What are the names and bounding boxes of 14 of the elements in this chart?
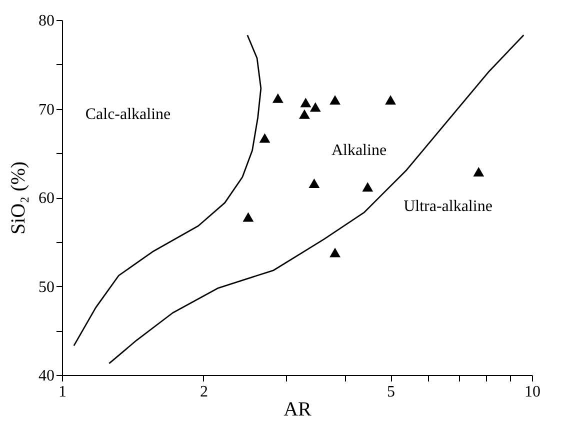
x-tick-label: 2 [200,384,208,400]
x-axis-title: AR [284,398,312,420]
y-axis-title: SiO₂ (%) [8,161,30,235]
y-tick-label: 80 [38,12,54,30]
y-tick-label: 60 [38,190,54,207]
annotation: Ultra-alkaline [404,198,492,215]
y-tick-label: 40 [38,368,54,384]
annotation: Calc-alkaline [85,106,171,123]
x-tick-label: 5 [387,384,396,400]
y-tick-label: 70 [38,101,54,118]
x-tick-label: 1 [58,384,66,400]
x-tick-label: 10 [524,384,540,400]
y-tick-label: 50 [38,278,54,296]
annotation: Alkaline [331,142,387,159]
